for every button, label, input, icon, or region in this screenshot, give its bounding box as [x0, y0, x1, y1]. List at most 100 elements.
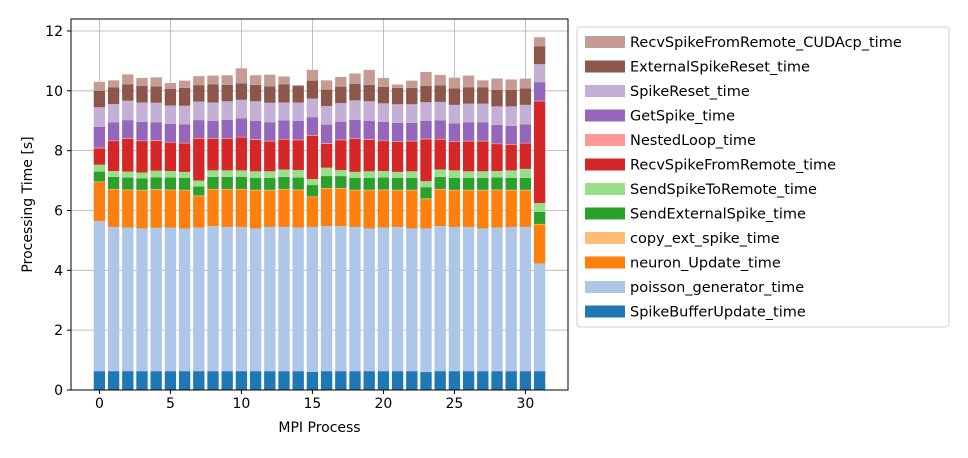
bar-segment	[391, 177, 404, 190]
bar-segment	[377, 177, 390, 190]
bar-segment	[349, 171, 361, 178]
axes: 0 5 10 15 20 25 30 0 2 4 6 8 10 12 MPI Process Processi…	[20, 18, 569, 436]
bar-segment	[505, 177, 517, 190]
bar-segment	[207, 138, 219, 139]
bar-segment	[221, 371, 233, 390]
bar-segment	[178, 105, 191, 125]
bar-segment	[491, 89, 503, 107]
bar-segment	[533, 211, 546, 224]
bar-segment	[122, 74, 134, 85]
bar-segment	[207, 84, 219, 103]
bar-segment	[107, 87, 120, 104]
x-tick-label: 30	[516, 396, 534, 412]
bar-segment	[178, 190, 191, 229]
bar-segment	[505, 226, 517, 372]
bar-segment	[434, 85, 446, 102]
bar-segment	[406, 189, 418, 191]
bar-segment	[107, 188, 120, 190]
legend-swatch	[585, 207, 625, 220]
bar-segment	[193, 195, 205, 197]
bar-segment	[363, 190, 375, 229]
legend-label: ExternalSpikeReset_time	[630, 60, 810, 76]
legend-label: copy_ext_spike_time	[630, 231, 780, 247]
bar-segment	[363, 171, 375, 178]
bar-segment	[448, 88, 461, 105]
bar-segment	[519, 124, 532, 143]
bar-segment	[533, 371, 546, 390]
bar-segment	[278, 102, 290, 121]
bar-segment	[207, 189, 219, 227]
bar-segment	[150, 170, 162, 178]
legend: RecvSpikeFromRemote_CUDAcp_time ExternalS…	[576, 26, 950, 328]
y-axis-label: Processing Time [s]	[20, 136, 36, 272]
bar-segment	[306, 185, 319, 197]
bar-segment	[122, 100, 134, 121]
bar-segment	[93, 147, 106, 149]
bar-segment	[93, 181, 106, 183]
bar-segment	[107, 189, 120, 227]
bar-segment	[434, 188, 446, 190]
bar-segment	[533, 82, 546, 101]
bar-segment	[306, 69, 319, 81]
bar-segment	[533, 46, 546, 65]
bar-segment	[122, 177, 134, 190]
bar-segment	[505, 89, 517, 107]
bar-segment	[221, 176, 233, 189]
bar-segment	[193, 227, 205, 372]
bar-segment	[164, 190, 177, 228]
bar-segment	[505, 190, 517, 227]
bar-segment	[406, 171, 418, 178]
bar-segment	[377, 86, 390, 104]
bar-segment	[136, 178, 148, 190]
bar-segment	[377, 77, 390, 87]
bar-segment	[406, 104, 418, 123]
bar-segment	[519, 371, 532, 390]
bar-segment	[306, 179, 319, 186]
bar-segment	[107, 80, 120, 88]
bar-segment	[178, 171, 191, 178]
bar-segment	[164, 177, 177, 190]
bar-segment	[136, 77, 148, 87]
bar-segment	[320, 176, 333, 189]
bar-segment	[363, 371, 375, 390]
x-tick-label: 5	[166, 396, 175, 412]
bar-segment	[292, 85, 304, 87]
bar-segment	[264, 74, 276, 87]
bar-segment	[462, 171, 475, 178]
bar-segment	[462, 371, 475, 390]
bar-segment	[93, 107, 106, 127]
bar-segment	[249, 171, 262, 178]
bar-segment	[448, 177, 461, 190]
bar-segment	[491, 144, 503, 171]
bar-segment	[320, 106, 333, 125]
bar-segment	[178, 371, 191, 390]
bar-segment	[320, 167, 333, 177]
bar-segment	[164, 189, 177, 191]
bar-segment	[178, 87, 191, 106]
bar-segment	[377, 103, 390, 122]
bar-segment	[193, 371, 205, 390]
legend-label: poisson_generator_time	[630, 280, 804, 296]
bar-segment	[519, 142, 532, 144]
bar-segment	[335, 103, 347, 122]
bar-segment	[391, 87, 404, 105]
bar-segment	[249, 75, 262, 85]
bar-segment	[249, 84, 262, 102]
bar-segment	[320, 143, 333, 168]
bar-segment	[264, 102, 276, 123]
bar-segment	[221, 101, 233, 120]
bar-segment	[107, 176, 120, 189]
bar-segment	[193, 186, 205, 196]
bar-segment	[391, 190, 404, 227]
bar-segment	[278, 188, 290, 190]
bar-segment	[335, 139, 347, 141]
bar-segment	[122, 371, 134, 390]
bar-segment	[519, 143, 532, 169]
legend-label: SpikeBufferUpdate_time	[630, 305, 806, 321]
bar-segment	[320, 371, 333, 390]
bar-segment	[150, 189, 162, 190]
bar-segment	[533, 64, 546, 83]
bar-segment	[193, 196, 205, 228]
bar-segment	[107, 122, 120, 141]
bar-segment	[164, 83, 177, 90]
